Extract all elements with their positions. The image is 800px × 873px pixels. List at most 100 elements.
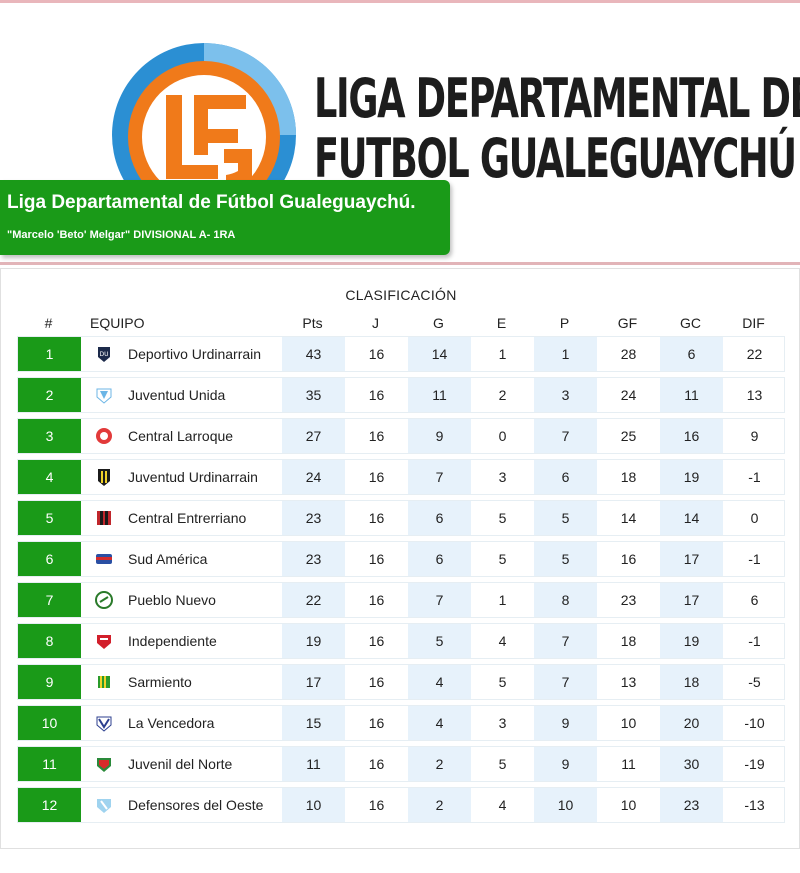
- won-cell: 4: [408, 665, 471, 699]
- goals-against-cell: 18: [660, 665, 723, 699]
- league-name: LIGA DEPARTAMENTAL DE FUTBOL GUALEGUAYCH…: [314, 69, 800, 189]
- rank-cell: 10: [18, 706, 81, 740]
- drawn-cell: 3: [498, 469, 507, 485]
- rank-cell: 5: [18, 501, 81, 535]
- rank-cell: 1: [18, 337, 81, 371]
- col-header-pts: Pts: [302, 315, 323, 331]
- lost-cell: 5: [534, 542, 597, 576]
- juventud-unida-crest-icon: [96, 388, 112, 404]
- played-cell: 16: [368, 797, 385, 813]
- played-cell: 16: [368, 387, 385, 403]
- banner-subtitle: "Marcelo 'Beto' Melgar" DIVISIONAL A- 1R…: [7, 229, 236, 241]
- drawn-cell: 1: [498, 592, 507, 608]
- goal-diff-cell: 9: [750, 428, 759, 444]
- won-cell: 5: [408, 624, 471, 658]
- drawn-cell: 3: [498, 715, 507, 731]
- table-row: 4 Juventud Urdinarrain 24 16 7 3 6 18 19 -1: [17, 459, 785, 495]
- played-cell: 16: [368, 551, 385, 567]
- la-vencedora-crest-icon: [96, 716, 112, 732]
- played-cell: 16: [368, 633, 385, 649]
- col-header-goals-against: GC: [680, 315, 701, 331]
- drawn-cell: 4: [498, 633, 507, 649]
- won-cell: 2: [408, 747, 471, 781]
- rank-cell: 9: [18, 665, 81, 699]
- lost-cell: 8: [534, 583, 597, 617]
- svg-text:DU: DU: [99, 351, 108, 358]
- goals-against-cell: 16: [660, 419, 723, 453]
- points-cell: 15: [282, 706, 345, 740]
- table-row: 2 Juventud Unida 35 16 11 2 3 24 11 13: [17, 377, 785, 413]
- rank-cell: 11: [18, 747, 81, 781]
- team-name: Pueblo Nuevo: [128, 592, 216, 608]
- lost-cell: 1: [534, 337, 597, 371]
- goals-against-cell: 17: [660, 583, 723, 617]
- rank-cell: 2: [18, 378, 81, 412]
- won-cell: 6: [408, 501, 471, 535]
- team-name: La Vencedora: [128, 715, 215, 731]
- banner-title: Liga Departamental de Fútbol Gualeguaych…: [7, 192, 416, 213]
- lost-cell: 7: [534, 624, 597, 658]
- drawn-cell: 5: [498, 510, 507, 526]
- played-cell: 16: [368, 592, 385, 608]
- team-name: Central Entrerriano: [128, 510, 247, 526]
- goal-diff-cell: 6: [750, 592, 759, 608]
- goals-for-cell: 25: [620, 428, 637, 444]
- points-cell: 11: [282, 747, 345, 781]
- won-cell: 14: [408, 337, 471, 371]
- played-cell: 16: [368, 756, 385, 772]
- defensores-del-oeste-crest-icon: [97, 799, 111, 813]
- deportivo-urdinarrain-crest-icon: DU: [98, 347, 110, 362]
- points-cell: 19: [282, 624, 345, 658]
- header-divider: [0, 262, 800, 265]
- team-name: Juventud Urdinarrain: [128, 469, 258, 485]
- goals-against-cell: 20: [660, 706, 723, 740]
- points-cell: 10: [282, 788, 345, 822]
- goal-diff-cell: 13: [746, 387, 763, 403]
- central-larroque-crest-icon: [96, 428, 112, 444]
- goals-for-cell: 18: [620, 469, 637, 485]
- pueblo-nuevo-crest-icon: [95, 591, 113, 609]
- drawn-cell: 4: [498, 797, 507, 813]
- col-header-lost: P: [559, 315, 570, 331]
- table-row: 1 DU Deportivo Urdinarrain 43 16 14 1 1 28 6 22: [17, 336, 785, 372]
- sud-america-crest-icon: [96, 554, 112, 564]
- goals-against-cell: 19: [660, 624, 723, 658]
- points-cell: 22: [282, 583, 345, 617]
- col-header-won: G: [433, 315, 444, 331]
- won-cell: 7: [408, 583, 471, 617]
- goals-against-cell: 30: [660, 747, 723, 781]
- table-row: 6 Sud América 23 16 6 5 5 16 17 -1: [17, 541, 785, 577]
- rank-cell: 6: [18, 542, 81, 576]
- goals-for-cell: 28: [620, 346, 637, 362]
- goal-diff-cell: 0: [750, 510, 759, 526]
- points-cell: 23: [282, 501, 345, 535]
- goal-diff-cell: -1: [748, 633, 761, 649]
- won-cell: 7: [408, 460, 471, 494]
- lost-cell: 5: [534, 501, 597, 535]
- rank-cell: 3: [18, 419, 81, 453]
- goals-for-cell: 24: [620, 387, 637, 403]
- goals-for-cell: 16: [620, 551, 637, 567]
- central-entrerriano-crest-icon: [97, 511, 111, 525]
- col-header-drawn: E: [496, 315, 507, 331]
- table-row: 12 Defensores del Oeste 10 16 2 4 10 10 23 -13: [17, 787, 785, 823]
- juvenil-del-norte-crest-icon: [97, 758, 111, 772]
- goals-against-cell: 11: [660, 378, 723, 412]
- goals-for-cell: 11: [621, 756, 636, 772]
- standings-panel: CLASIFICACIÓN # EQUIPO Pts J G E P GF GC…: [0, 268, 800, 849]
- goals-for-cell: 14: [620, 510, 637, 526]
- played-cell: 16: [368, 346, 385, 362]
- points-cell: 35: [282, 378, 345, 412]
- goals-against-cell: 6: [660, 337, 723, 371]
- sarmiento-crest-icon: [98, 676, 110, 688]
- won-cell: 9: [408, 419, 471, 453]
- team-name: Juvenil del Norte: [128, 756, 233, 772]
- lost-cell: 3: [534, 378, 597, 412]
- standings-title: CLASIFICACIÓN: [345, 287, 457, 303]
- team-name: Deportivo Urdinarrain: [128, 346, 262, 362]
- juventud-urdinarrain-crest-icon: [98, 469, 110, 486]
- lost-cell: 10: [534, 788, 597, 822]
- rank-cell: 8: [18, 624, 81, 658]
- lost-cell: 9: [534, 747, 597, 781]
- table-row: 11 Juvenil del Norte 11 16 2 5 9 11 30 -19: [17, 746, 785, 782]
